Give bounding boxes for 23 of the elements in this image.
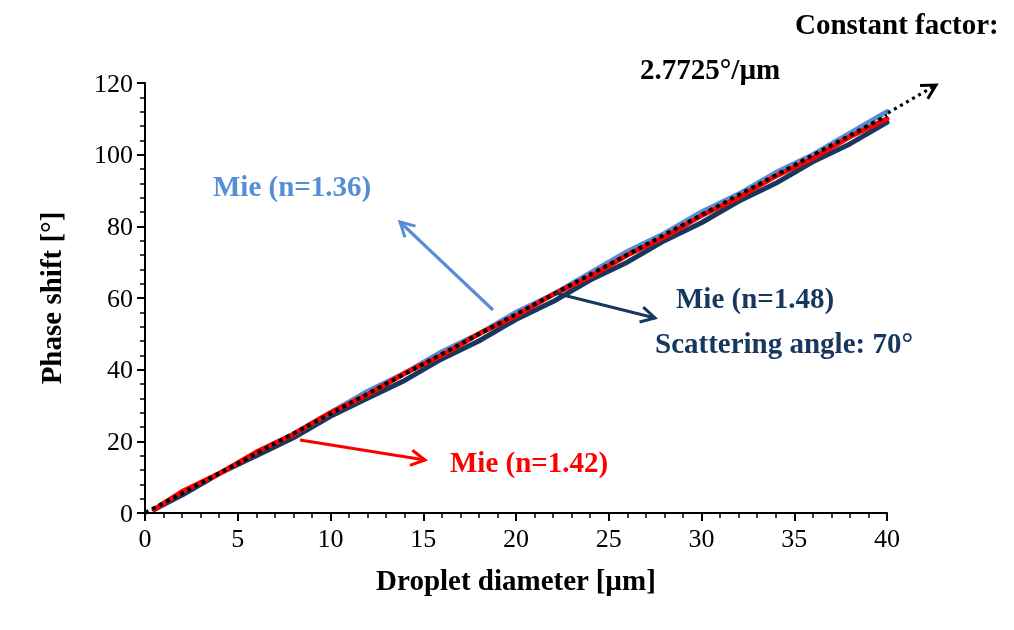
x-tick-label: 30 (688, 523, 715, 553)
legend-label: Mie (n=1.48) (676, 281, 835, 316)
x-tick-label: 15 (410, 523, 437, 553)
x-tick-label: 25 (595, 523, 622, 553)
x-tick-label: 35 (781, 523, 808, 553)
y-tick-label: 20 (107, 426, 133, 456)
annotation: Constant factor: 2.7725°/µm (640, 7, 1000, 87)
y-tick-label: 120 (94, 68, 133, 98)
y-axis-title: Phase shift [°] (34, 211, 67, 385)
y-tick-label: 100 (94, 140, 133, 170)
y-tick-label: 60 (107, 283, 133, 313)
text: Mie (n=1.36) (213, 169, 372, 204)
annotation: Scattering angle: 70° (655, 326, 914, 361)
x-tick-label: 40 (874, 523, 900, 553)
x-tick-label: 10 (317, 523, 344, 553)
y-tick-label: 80 (107, 211, 133, 241)
legend-label: Mie (n=1.42) (450, 445, 609, 480)
x-axis-title: Droplet diameter [µm] (376, 563, 656, 596)
x-tick-label: 0 (138, 523, 152, 553)
x-tick-label: 5 (231, 523, 245, 553)
y-tick-label: 40 (107, 355, 133, 385)
y-tick-label: 0 (120, 498, 133, 528)
x-tick-label: 20 (503, 523, 529, 553)
